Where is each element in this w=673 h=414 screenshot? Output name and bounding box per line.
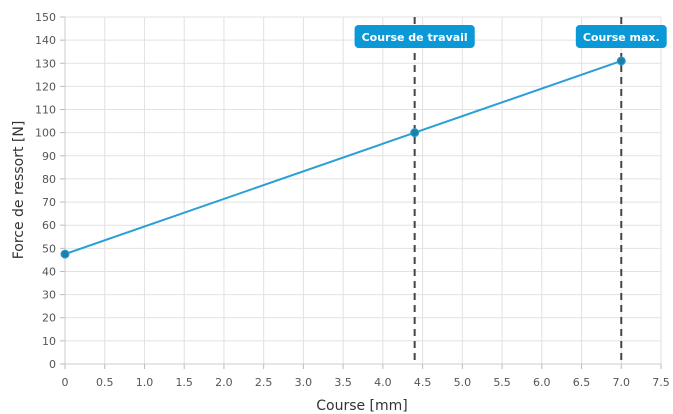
x-tick-label: 4.5 — [414, 376, 432, 389]
y-tick-label: 50 — [42, 242, 56, 255]
x-tick-label: 2.5 — [255, 376, 273, 389]
y-tick-label: 70 — [42, 196, 56, 209]
x-axis-title: Course [mm] — [316, 398, 408, 414]
x-tick-label: 7.0 — [613, 376, 631, 389]
y-tick-label: 90 — [42, 150, 56, 163]
x-tick-label: 0.5 — [96, 376, 114, 389]
data-point — [410, 128, 420, 138]
course-marker-label-text: Course de travail — [362, 31, 468, 44]
y-tick-label: 30 — [42, 289, 56, 302]
axes — [60, 16, 662, 369]
y-tick-label: 20 — [42, 312, 56, 325]
marker-labels: Course de travail Course max. — [354, 25, 667, 48]
x-tick-label: 4.0 — [374, 376, 392, 389]
x-tick-label: 6.5 — [573, 376, 591, 389]
course-marker-label-bg — [354, 25, 475, 48]
tick-labels: 0 10 20 30 40 50 60 70 80 90 100 110 120 130 140 150 0 0.… — [35, 11, 670, 389]
x-tick-label: 0 — [62, 376, 69, 389]
y-tick-label: 80 — [42, 173, 56, 186]
course-markers — [413, 17, 623, 364]
y-axis-title: Force de ressort [N] — [11, 121, 27, 260]
course-marker-label-bg — [575, 25, 667, 48]
y-tick-label: 120 — [35, 80, 56, 93]
course-marker-label: Course max. — [575, 25, 667, 48]
y-tick-label: 100 — [35, 127, 56, 140]
course-marker-label-text: Course max. — [583, 31, 660, 44]
x-tick-label: 2.0 — [215, 376, 233, 389]
course-marker-label: Course de travail — [354, 25, 475, 48]
y-tick-label: 130 — [35, 57, 56, 70]
series-line — [60, 56, 626, 259]
x-tick-label: 5.0 — [454, 376, 472, 389]
data-point — [616, 56, 626, 66]
x-tick-label: 6.0 — [533, 376, 551, 389]
x-tick-label: 1.0 — [136, 376, 154, 389]
x-tick-label: 3.5 — [334, 376, 352, 389]
y-tick-label: 140 — [35, 34, 56, 47]
x-tick-label: 7.5 — [652, 376, 670, 389]
x-tick-label: 1.5 — [175, 376, 193, 389]
y-tick-label: 60 — [42, 219, 56, 232]
y-tick-label: 110 — [35, 104, 56, 117]
y-tick-label: 10 — [42, 335, 56, 348]
y-tick-label: 0 — [49, 358, 56, 371]
y-tick-label: 40 — [42, 265, 56, 278]
x-tick-label: 5.5 — [493, 376, 511, 389]
x-tick-label: 3.0 — [295, 376, 313, 389]
y-tick-label: 150 — [35, 11, 56, 24]
grid — [64, 16, 662, 365]
data-point — [60, 249, 70, 259]
